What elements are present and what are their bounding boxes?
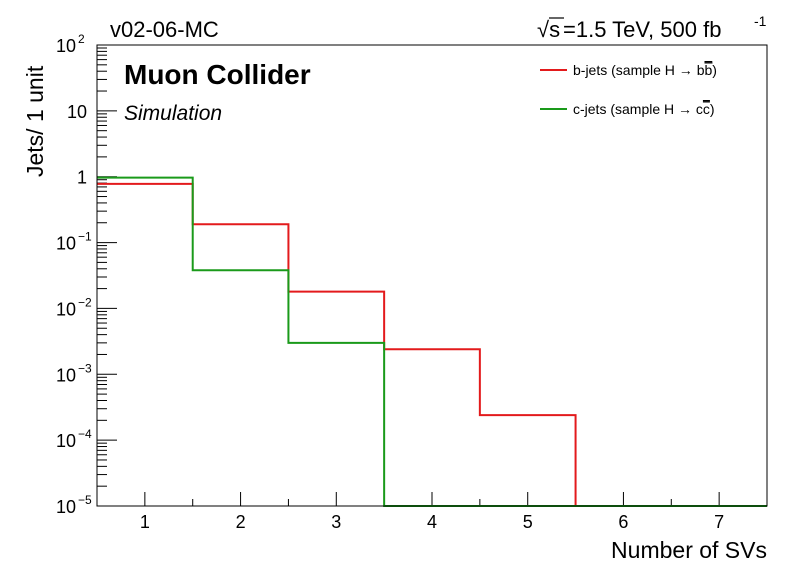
x-tick-label: 3 (331, 512, 341, 532)
y-tick-exponent: −2 (78, 295, 92, 309)
x-tick-label: 5 (523, 512, 533, 532)
y-tick-label: 1 (77, 168, 87, 188)
x-tick-label: 2 (236, 512, 246, 532)
y-tick-label: 10 (67, 102, 87, 122)
y-tick-label: 10 (56, 36, 76, 56)
y-tick-exponent: −1 (78, 230, 92, 244)
y-axis-label: Jets/ 1 unit (22, 65, 48, 177)
x-tick-label: 6 (618, 512, 628, 532)
legend-label-b-jets: b-jets (sample H → bb) (573, 62, 717, 78)
y-tick-label: 10 (56, 431, 76, 451)
watermark-subtitle: Simulation (124, 102, 222, 125)
series-line-c-jets (97, 176, 767, 507)
sqrt-s-symbol: √s (537, 17, 560, 42)
x-tick-label: 4 (427, 512, 437, 532)
watermark-title: Muon Collider (124, 59, 311, 90)
generator-label: v02-06-MC (110, 17, 219, 42)
legend-antiquark: c (703, 101, 710, 117)
legend: b-jets (sample H → bb) c-jets (sample H →… (540, 62, 717, 117)
legend-antiquark: b (704, 62, 712, 78)
x-axis-label: Number of SVs (611, 537, 767, 563)
legend-label-c-jets: c-jets (sample H → cc) (573, 101, 715, 117)
x-tick-label: 1 (140, 512, 150, 532)
y-tick-label: 10 (56, 234, 76, 254)
y-tick-label: 10 (56, 497, 76, 517)
series-group (97, 176, 767, 507)
y-tick-exponent: −3 (78, 361, 92, 375)
y-tick-label: 10 (56, 299, 76, 319)
energy-luminosity-text: =1.5 TeV, 500 fb (563, 17, 721, 42)
energy-luminosity-label: √s =1.5 TeV, 500 fb -1 (537, 13, 767, 42)
y-tick-exponent: −4 (78, 427, 92, 441)
y-tick-exponent: 2 (78, 32, 85, 46)
series-line-b-jets (97, 182, 767, 507)
plot-frame (96, 44, 768, 507)
x-tick-label: 7 (714, 512, 724, 532)
y-tick-label: 10 (56, 365, 76, 385)
y-tick-exponent: −5 (78, 493, 92, 507)
luminosity-exponent: -1 (754, 13, 767, 29)
